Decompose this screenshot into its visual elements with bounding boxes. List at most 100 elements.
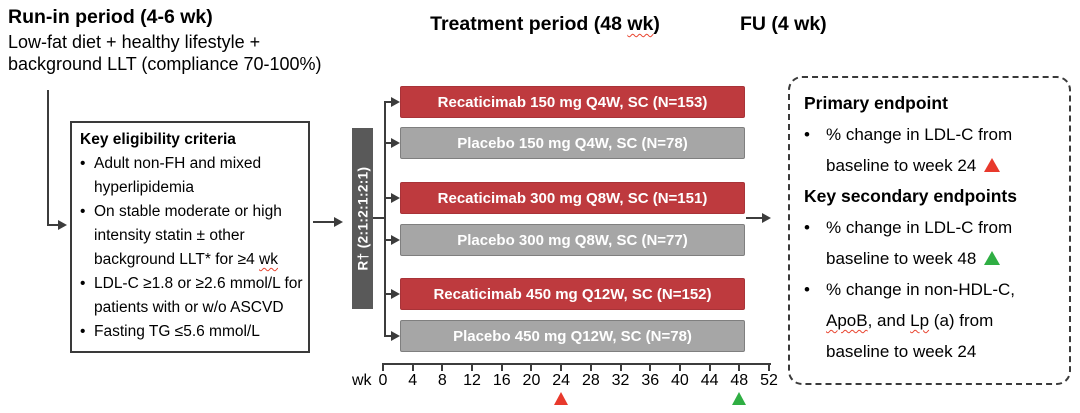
followup-period-title: FU (4 wk)	[740, 13, 827, 35]
arm-bar-recaticimab-450: Recaticimab 450 mg Q12W, SC (N=152)	[400, 278, 745, 310]
axis-line	[383, 363, 771, 365]
eligibility-bullet: • On stable moderate or high intensity s…	[80, 200, 300, 272]
runin-connector-vline	[47, 90, 49, 226]
axis-tick	[471, 363, 474, 371]
axis-tick-label: 36	[641, 372, 660, 389]
bullet-marker: •	[80, 275, 86, 292]
branch-line	[386, 101, 393, 103]
axis-tick-label: 20	[522, 372, 541, 389]
endpoint-bullet-text: % change in LDL-C from baseline to week …	[826, 212, 1012, 274]
axis-tick-label: 8	[437, 372, 447, 389]
branch-arrowhead-icon	[391, 235, 400, 245]
eligibility-bullet: • Fasting TG ≤5.6 mmol/L	[80, 320, 300, 344]
endpoint-bullet-text: % change in non-HDL-C, ApoB, and Lp (a) …	[826, 274, 1015, 367]
axis-tick	[382, 363, 384, 371]
endpoint-bullet: • % change in LDL-C from baseline to wee…	[804, 212, 1055, 274]
arm-label: Recaticimab 450 mg Q12W, SC (N=152)	[433, 285, 712, 303]
axis-tick	[708, 363, 711, 371]
axis-tick-label: 44	[700, 372, 719, 389]
arm-bar-recaticimab-300: Recaticimab 300 mg Q8W, SC (N=151)	[400, 182, 745, 214]
axis-tick-label: 0	[378, 372, 388, 389]
axis-tick	[500, 363, 503, 371]
bullet-marker: •	[80, 203, 86, 220]
axis-unit-label: wk	[352, 372, 372, 389]
branch-line	[386, 197, 393, 199]
arm-label: Placebo 300 mg Q8W, SC (N=77)	[457, 231, 688, 249]
primary-endpoint-title: Primary endpoint	[804, 93, 948, 113]
arm-label: Recaticimab 150 mg Q4W, SC (N=153)	[437, 93, 708, 111]
red-triangle-icon	[984, 158, 1001, 172]
branch-line	[386, 142, 393, 144]
endpoint-bullet: • % change in LDL-C from baseline to wee…	[804, 119, 1055, 181]
axis-tick	[678, 363, 681, 371]
branch-arrowhead-icon	[391, 193, 400, 203]
axis-tick	[619, 363, 622, 371]
eligibility-bullet-text: On stable moderate or high intensity sta…	[94, 203, 282, 268]
eligibility-bullet-text: Fasting TG ≤5.6 mmol/L	[94, 323, 260, 340]
axis-tick	[768, 363, 770, 371]
eligibility-bullet-text: LDL-C ≥1.8 or ≥2.6 mmol/L for patients w…	[94, 275, 303, 316]
eligibility-bullet-text: Adult non-FH and mixed hyperlipidemia	[94, 155, 262, 196]
endpoint-bullet-text-content: % change in LDL-C from baseline to week …	[826, 125, 1013, 175]
arm-bar-recaticimab-150: Recaticimab 150 mg Q4W, SC (N=153)	[400, 86, 745, 118]
axis-tick-label: 48	[730, 372, 749, 389]
branch-line	[386, 239, 393, 241]
branch-arrowhead-icon	[391, 97, 400, 107]
runin-period-subtitle: Low-fat diet + healthy lifestyle + backg…	[8, 32, 322, 74]
branch-arrowhead-icon	[391, 289, 400, 299]
arm-label: Placebo 450 mg Q12W, SC (N=78)	[453, 327, 692, 345]
treatment-period-title: Treatment period (48 wk)	[430, 13, 660, 35]
arm-bar-placebo-300: Placebo 300 mg Q8W, SC (N=77)	[400, 224, 745, 256]
arm-bar-placebo-450: Placebo 450 mg Q12W, SC (N=78)	[400, 320, 745, 352]
runin-connector-arrowhead-icon	[58, 220, 67, 230]
axis-tick	[530, 363, 533, 371]
axis-tick	[738, 363, 741, 371]
axis-tick	[560, 363, 563, 371]
axis-tick-label: 52	[760, 372, 778, 389]
axis-tick	[589, 363, 592, 371]
bullet-marker: •	[80, 155, 86, 172]
eligibility-to-randomization-arrowhead-icon	[334, 217, 343, 227]
bullet-marker: •	[80, 323, 86, 340]
randomization-label: R† (2:1:2:1:2:1)	[355, 166, 370, 271]
endpoint-bullet-text-content: % change in non-HDL-C, ApoB, and Lp (a) …	[826, 280, 1015, 361]
endpoint-bullet: • % change in non-HDL-C, ApoB, and Lp (a…	[804, 274, 1055, 367]
eligibility-title: Key eligibility criteria	[80, 131, 236, 148]
bullet-marker: •	[804, 280, 810, 299]
arm-label: Placebo 150 mg Q4W, SC (N=78)	[457, 134, 688, 152]
axis-tick-label: 16	[492, 372, 511, 389]
runin-connector-hline	[47, 224, 60, 226]
secondary-endpoints-title: Key secondary endpoints	[804, 186, 1017, 206]
eligibility-to-randomization-line	[313, 221, 335, 223]
bullet-marker: •	[804, 125, 810, 144]
primary-endpoint-marker	[554, 392, 569, 405]
axis-tick-label: 12	[463, 372, 481, 389]
eligibility-criteria-box: Key eligibility criteria • Adult non-FH …	[70, 121, 310, 353]
branch-arrowhead-icon	[391, 138, 400, 148]
eligibility-bullet: • Adult non-FH and mixed hyperlipidemia	[80, 152, 300, 200]
axis-tick	[411, 363, 414, 371]
arms-to-endpoints-line	[746, 217, 763, 219]
branch-line	[386, 335, 393, 337]
arms-to-endpoints-arrowhead-icon	[762, 213, 771, 223]
axis-tick-label: 28	[581, 372, 600, 389]
endpoints-box: Primary endpoint • % change in LDL-C fro…	[788, 76, 1071, 385]
eligibility-bullet: • LDL-C ≥1.8 or ≥2.6 mmol/L for patients…	[80, 272, 303, 320]
endpoint-bullet-text-content: % change in LDL-C from baseline to week …	[826, 218, 1013, 268]
green-triangle-icon	[984, 251, 1001, 265]
branch-line	[386, 293, 393, 295]
runin-period-title: Run-in period (4-6 wk)	[8, 6, 213, 28]
randomization-out-line	[373, 217, 385, 219]
bullet-marker: •	[804, 218, 810, 237]
arm-label: Recaticimab 300 mg Q8W, SC (N=151)	[437, 189, 708, 207]
endpoint-bullet-text: % change in LDL-C from baseline to week …	[826, 119, 1012, 181]
randomization-bar: R† (2:1:2:1:2:1)	[352, 128, 373, 309]
axis-tick-label: 40	[671, 372, 689, 389]
axis-tick-label: 4	[408, 372, 418, 389]
branch-arrowhead-icon	[391, 331, 400, 341]
arm-bar-placebo-150: Placebo 150 mg Q4W, SC (N=78)	[400, 127, 745, 159]
axis-tick	[649, 363, 652, 371]
branch-trunk-line	[384, 101, 386, 337]
secondary-endpoint-marker	[732, 392, 747, 405]
